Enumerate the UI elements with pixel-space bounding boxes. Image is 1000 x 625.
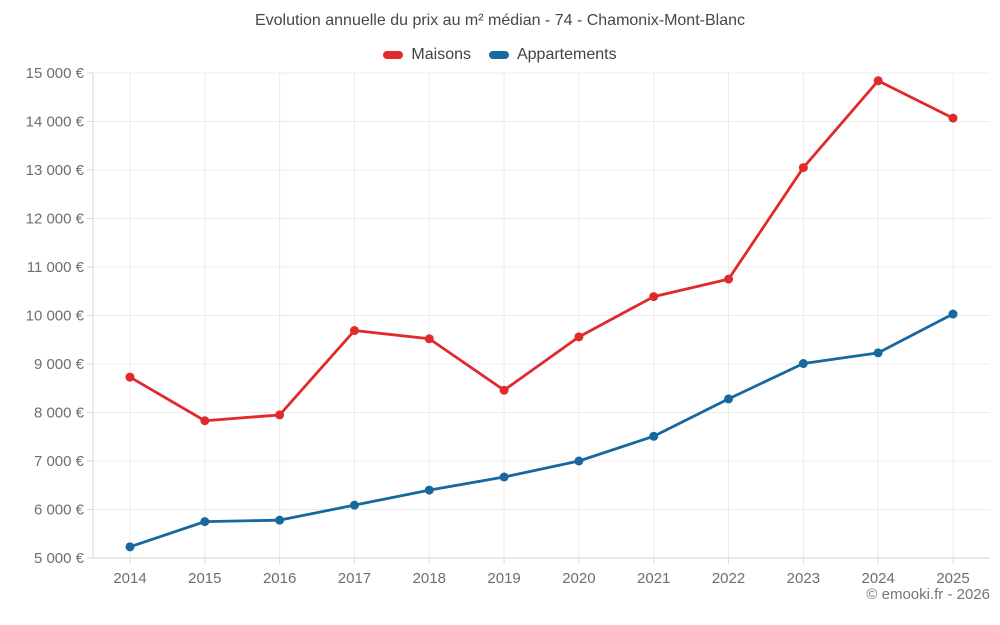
x-axis-tick-label: 2023 — [787, 570, 820, 587]
data-point-maisons-2021 — [649, 292, 659, 302]
data-point-maisons-2018 — [424, 334, 434, 344]
data-point-maisons-2025 — [948, 113, 958, 123]
data-point-appartements-2024 — [873, 348, 883, 358]
x-axis-tick-label: 2016 — [263, 570, 296, 587]
x-axis-tick-label: 2019 — [487, 570, 520, 587]
y-axis-tick-label: 14 000 € — [26, 114, 85, 131]
data-point-appartements-2015 — [200, 517, 210, 527]
legend-item-appartements[interactable]: Appartements — [488, 46, 617, 64]
x-axis-tick-label: 2022 — [712, 570, 745, 587]
data-point-maisons-2024 — [873, 76, 883, 86]
y-axis-tick-label: 13 000 € — [26, 162, 85, 179]
legend-label-maisons: Maisons — [411, 46, 471, 63]
y-axis-tick-label: 5 000 € — [34, 550, 85, 567]
x-axis-tick-label: 2025 — [936, 570, 969, 587]
y-axis-tick-label: 9 000 € — [34, 356, 85, 373]
legend-label-appartements: Appartements — [516, 46, 617, 63]
chart-title: Evolution annuelle du prix au m² médian … — [254, 12, 745, 29]
y-axis-tick-label: 10 000 € — [26, 308, 85, 325]
copyright-credit: © emooki.fr - 2026 — [866, 586, 990, 603]
data-point-maisons-2019 — [499, 385, 509, 395]
data-point-maisons-2014 — [125, 372, 135, 382]
data-point-maisons-2016 — [275, 410, 285, 420]
x-axis-tick-label: 2021 — [637, 570, 670, 587]
series-line-maisons — [128, 79, 955, 423]
data-point-maisons-2022 — [724, 274, 734, 284]
chart-legend: Maisons Appartements — [0, 46, 1000, 64]
y-axis-tick-label: 15 000 € — [26, 65, 85, 82]
data-point-appartements-2020 — [574, 456, 584, 466]
maisons-series-swatch-icon — [383, 51, 404, 59]
data-point-appartements-2025 — [948, 309, 958, 319]
x-axis-tick-label: 2017 — [338, 570, 371, 587]
x-axis-tick-label: 2015 — [188, 570, 221, 587]
data-point-appartements-2018 — [424, 485, 434, 495]
data-point-appartements-2017 — [349, 500, 359, 510]
y-axis-tick-label: 8 000 € — [34, 405, 85, 422]
y-axis-tick-label: 6 000 € — [34, 502, 85, 519]
y-axis-tick-label: 12 000 € — [26, 211, 85, 228]
data-point-maisons-2023 — [798, 163, 808, 173]
series-line-appartements — [128, 312, 955, 549]
legend-item-maisons[interactable]: Maisons — [383, 46, 471, 64]
x-axis-tick-label: 2014 — [113, 570, 146, 587]
data-point-maisons-2017 — [349, 326, 359, 336]
y-axis-tick-label: 7 000 € — [34, 453, 85, 470]
data-point-maisons-2020 — [574, 332, 584, 342]
data-point-appartements-2023 — [798, 359, 808, 369]
data-point-appartements-2022 — [724, 394, 734, 404]
data-point-appartements-2021 — [649, 431, 659, 441]
x-axis-tick-label: 2024 — [861, 570, 894, 587]
x-axis-tick-label: 2020 — [562, 570, 595, 587]
x-axis-tick-label: 2018 — [413, 570, 446, 587]
y-axis-tick-label: 11 000 € — [27, 259, 85, 276]
data-point-appartements-2019 — [499, 472, 509, 482]
data-point-appartements-2016 — [275, 515, 285, 525]
data-point-appartements-2014 — [125, 542, 135, 552]
data-point-maisons-2015 — [200, 416, 210, 426]
appartements-series-swatch-icon — [488, 51, 509, 59]
